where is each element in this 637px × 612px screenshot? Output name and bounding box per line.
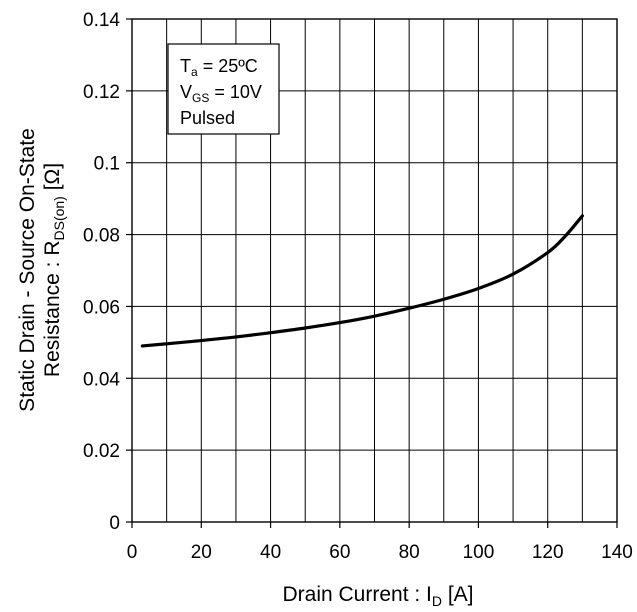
x-tick-label: 20	[191, 542, 212, 563]
x-tick-label: 100	[463, 542, 495, 563]
x-tick-label: 120	[532, 542, 564, 563]
y-tick-label: 0.12	[83, 82, 120, 103]
legend-box: Ta = 25ºC VGS = 10V Pulsed	[167, 43, 280, 135]
legend-mode: Pulsed	[180, 108, 235, 128]
y-axis-label-sub: DS(on)	[51, 196, 67, 240]
legend-vgs: VGS = 10V	[180, 82, 262, 105]
x-axis-label-sub: D	[432, 593, 442, 609]
legend-vgs-value: = 10V	[209, 82, 262, 102]
x-tick-label: 80	[399, 542, 420, 563]
y-tick-label: 0.06	[83, 297, 120, 318]
y-tick-label: 0.1	[94, 154, 120, 175]
plot-frame	[131, 18, 618, 523]
y-tick-label: 0.04	[83, 369, 120, 390]
y-tick-label: 0.14	[83, 10, 120, 31]
x-axis-label-main: Drain Current : I	[282, 583, 431, 606]
legend-ta-sub: a	[191, 65, 198, 79]
legend-vgs-sub: GS	[192, 91, 209, 105]
legend-frame	[167, 43, 280, 135]
y-tick-label: 0.08	[83, 226, 120, 247]
legend-ta: Ta = 25ºC	[180, 56, 258, 79]
grid	[132, 19, 617, 522]
x-axis-ticks: 0 20 40 60 80 100 120 140	[127, 522, 633, 563]
series-line-rdson	[140, 214, 584, 348]
legend-ta-main: T	[180, 56, 191, 76]
y-axis-label-line2: Resistance : RDS(on) [Ω]	[41, 163, 67, 377]
y-axis-label: Static Drain - Source On-State Resistanc…	[16, 128, 67, 412]
x-tick-label: 40	[260, 542, 281, 563]
legend-ta-value: = 25ºC	[198, 56, 258, 76]
legend-vgs-main: V	[180, 82, 192, 102]
y-axis-label-unit: [Ω]	[41, 163, 64, 196]
y-axis-ticks: 0 0.02 0.04 0.06 0.08 0.1 0.12 0.14	[83, 10, 132, 534]
y-axis-label-line2-main: Resistance : R	[41, 241, 64, 378]
x-axis-label: Drain Current : ID [A]	[282, 583, 473, 609]
x-tick-label: 140	[601, 542, 633, 563]
x-axis-label-unit: [A]	[442, 583, 474, 606]
y-axis-label-line1: Static Drain - Source On-State	[16, 128, 39, 412]
series	[140, 214, 584, 348]
x-tick-label: 0	[127, 542, 138, 563]
y-tick-label: 0	[109, 513, 120, 534]
y-tick-label: 0.02	[83, 441, 120, 462]
x-tick-label: 60	[329, 542, 350, 563]
